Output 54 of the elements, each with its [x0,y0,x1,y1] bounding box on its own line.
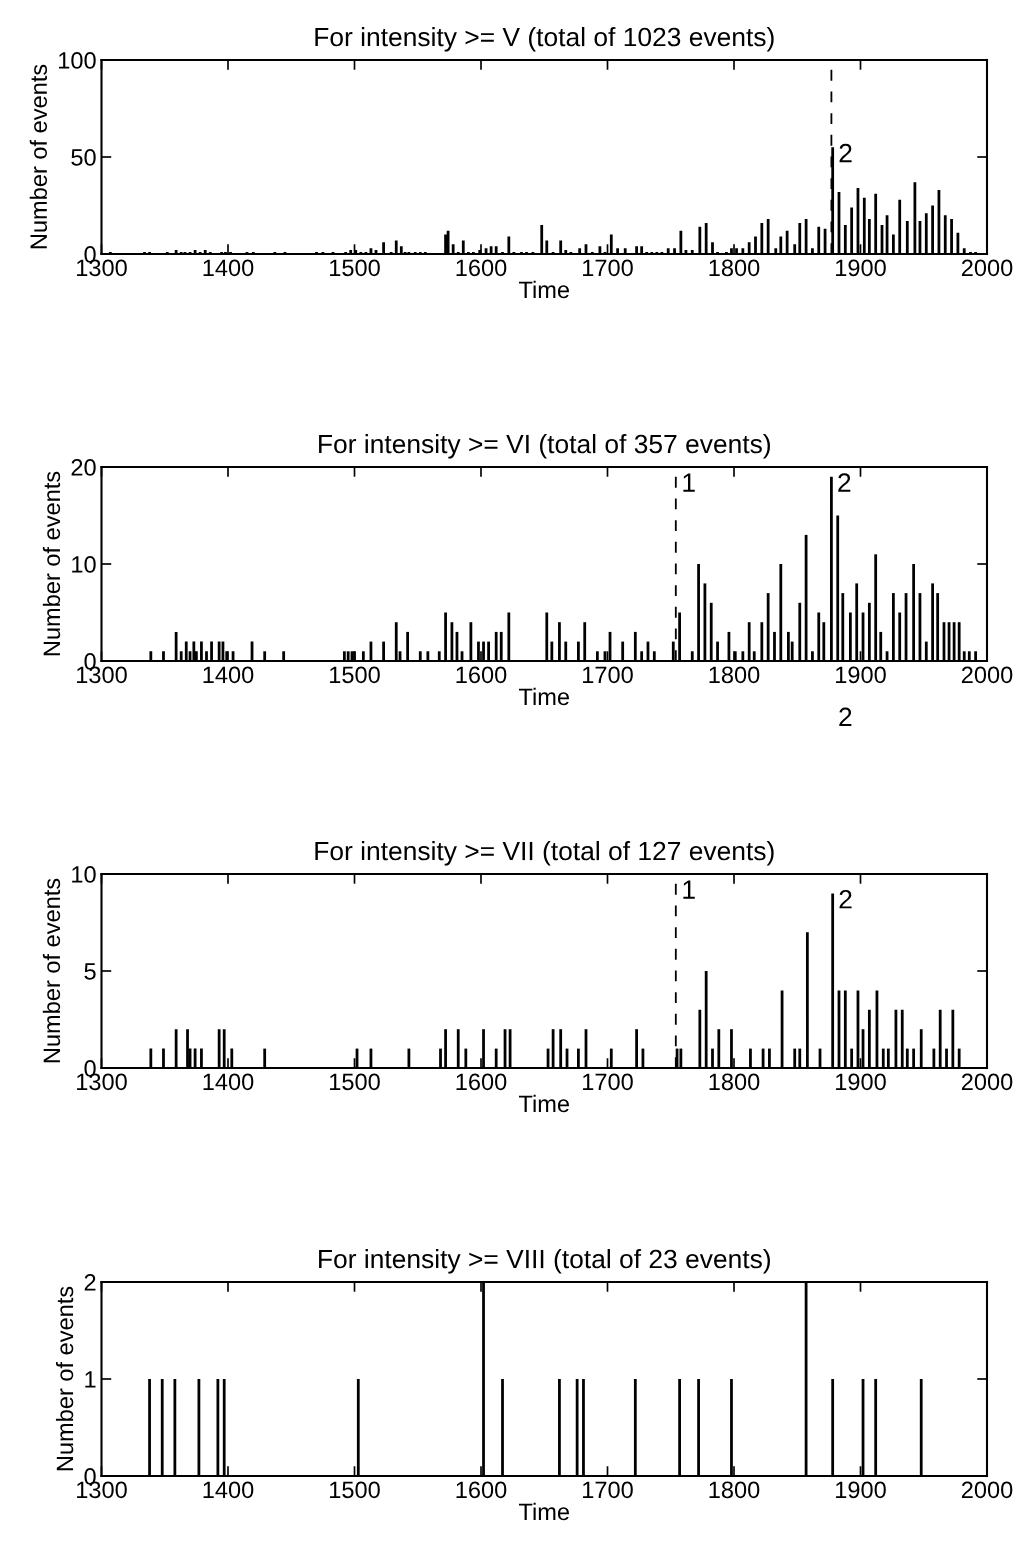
x-tick-label: 2000 [961,1481,1013,1499]
x-tick-label: 2000 [961,666,1013,684]
y-tick-label: 100 [59,52,96,69]
x-tick-label: 1500 [330,666,380,684]
x-tick-label: 1600 [456,666,507,684]
chart-title: For intensity >= VII (total of 127 events) [315,840,774,866]
x-axis-title: Time [518,1094,569,1113]
annotation: 2 [839,143,852,163]
x-axis-title: Time [518,1502,569,1521]
x-tick-label: 1400 [203,1073,254,1091]
x-tick-label: 1700 [583,1481,633,1499]
x-tick-label: 1700 [583,666,633,684]
annotation: 2 [839,889,852,909]
x-tick-label: 1400 [203,259,254,277]
x-tick-label: 2000 [961,259,1013,277]
y-tick-label: 5 [84,963,96,980]
x-tick-label: 1900 [836,1073,886,1091]
y-tick-label: 10 [72,556,96,573]
chart-title: For intensity >= V (total of 1023 events) [315,26,774,52]
x-tick-label: 1400 [203,1481,254,1499]
x-tick-label: 1800 [709,1481,760,1499]
annotation: 1 [683,880,695,899]
x-tick-label: 1900 [836,1481,886,1499]
y-axis-title: Number of events [29,64,48,249]
x-tick-label: 1400 [203,666,254,684]
y-axis-title: Number of events [42,878,61,1063]
x-tick-label: 1600 [456,1073,507,1091]
x-axis-title: Time [518,687,569,706]
chart-title: For intensity >= VI (total of 357 events) [319,433,770,459]
annotation: 1 [683,473,695,492]
x-tick-label: 2000 [961,1073,1013,1091]
x-tick-label: 1800 [709,666,760,684]
chart-title: For intensity >= VIII (total of 23 events) [319,1248,770,1274]
y-tick-label: 2 [84,1274,96,1291]
y-tick-label: 20 [71,459,96,476]
x-tick-label: 1600 [456,1481,507,1499]
y-tick-label: 50 [71,149,96,166]
x-axis-title: Time [518,280,569,299]
annotation: 2 [838,473,851,492]
text: 2 [839,707,852,727]
x-tick-label: 1800 [709,1073,760,1091]
x-tick-label: 1900 [836,666,886,684]
x-tick-label: 1700 [583,259,633,277]
y-axis-title: Number of events [55,1286,74,1471]
y-tick-label: 1 [85,1371,96,1388]
x-tick-label: 1900 [836,259,886,277]
x-tick-label: 1700 [583,1073,633,1091]
x-tick-label: 1800 [709,259,760,277]
x-tick-label: 1500 [330,1481,380,1499]
x-tick-label: 1500 [330,259,380,277]
x-tick-label: 1600 [456,259,507,277]
y-axis-title: Number of events [42,471,61,656]
x-tick-label: 1500 [330,1073,380,1091]
y-tick-label: 10 [72,866,96,883]
